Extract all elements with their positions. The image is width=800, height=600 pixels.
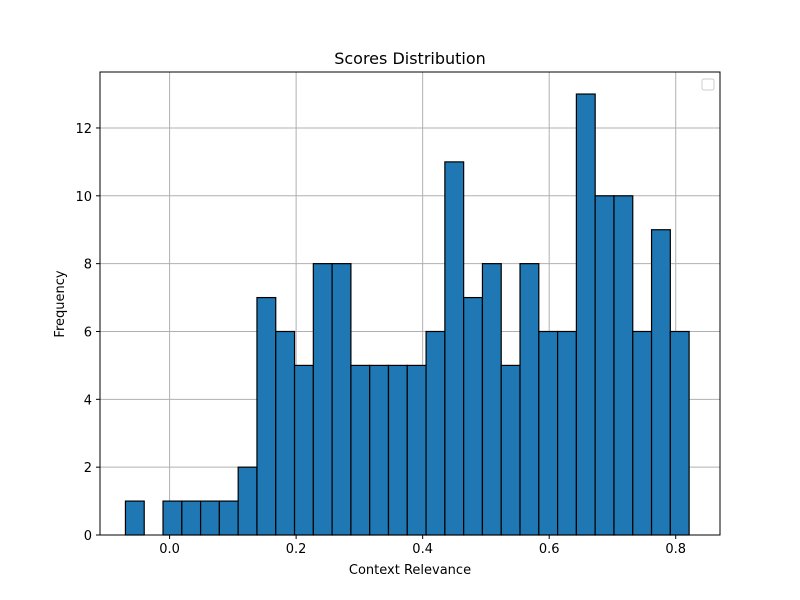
histogram-bar (406, 364, 427, 536)
histogram-bar (124, 500, 145, 536)
histogram-bar (369, 364, 390, 536)
legend-box (701, 78, 715, 91)
y-tick-label: 4 (84, 393, 92, 408)
histogram-bar (237, 466, 258, 536)
histogram-bar (162, 500, 183, 536)
axes-frame (99, 71, 721, 536)
histogram-bar (481, 263, 502, 536)
histogram-bar (500, 364, 521, 536)
histogram-bar (350, 364, 371, 536)
y-tick-label: 2 (84, 461, 92, 476)
x-axis-title: Context Relevance (349, 563, 471, 578)
histogram-bar (293, 364, 314, 536)
histogram-bars (124, 93, 690, 536)
y-tick-label: 12 (75, 122, 92, 137)
histogram-bar (538, 330, 559, 536)
chart-title: Scores Distribution (334, 49, 486, 68)
x-tick-label: 0.8 (665, 542, 686, 557)
histogram-bar (519, 263, 540, 536)
histogram-bar (669, 330, 690, 536)
histogram-bar (632, 330, 653, 536)
x-tick-label: 0.2 (286, 542, 307, 557)
histogram-bar (594, 195, 615, 536)
histogram-bar (425, 330, 446, 536)
histogram-bar (575, 93, 596, 536)
histogram-bar (650, 229, 671, 536)
y-tick-label: 10 (75, 190, 92, 205)
y-tick-label: 6 (84, 325, 92, 340)
histogram-bar (444, 161, 465, 536)
y-tick-label: 8 (84, 258, 92, 273)
x-tick-label: 0.0 (159, 542, 180, 557)
histogram-bar (387, 364, 408, 536)
histogram-bar (181, 500, 202, 536)
histogram-bar (218, 500, 239, 536)
histogram-bar (312, 263, 333, 536)
histogram-bar (275, 330, 296, 536)
x-tick-label: 0.4 (412, 542, 433, 557)
histogram-bar (331, 263, 352, 536)
histogram-bar (556, 330, 577, 536)
histogram-bar (199, 500, 220, 536)
histogram-bar (463, 296, 484, 536)
x-tick-label: 0.6 (539, 542, 560, 557)
histogram-bar (613, 195, 634, 536)
y-tick-label: 0 (84, 529, 92, 544)
axis-ticks: 0.0 0.2 0.4 0.6 0.8 0 2 4 6 8 10 12 (75, 122, 686, 557)
y-axis-title: Frequency (53, 270, 68, 337)
histogram-bar (256, 296, 277, 536)
